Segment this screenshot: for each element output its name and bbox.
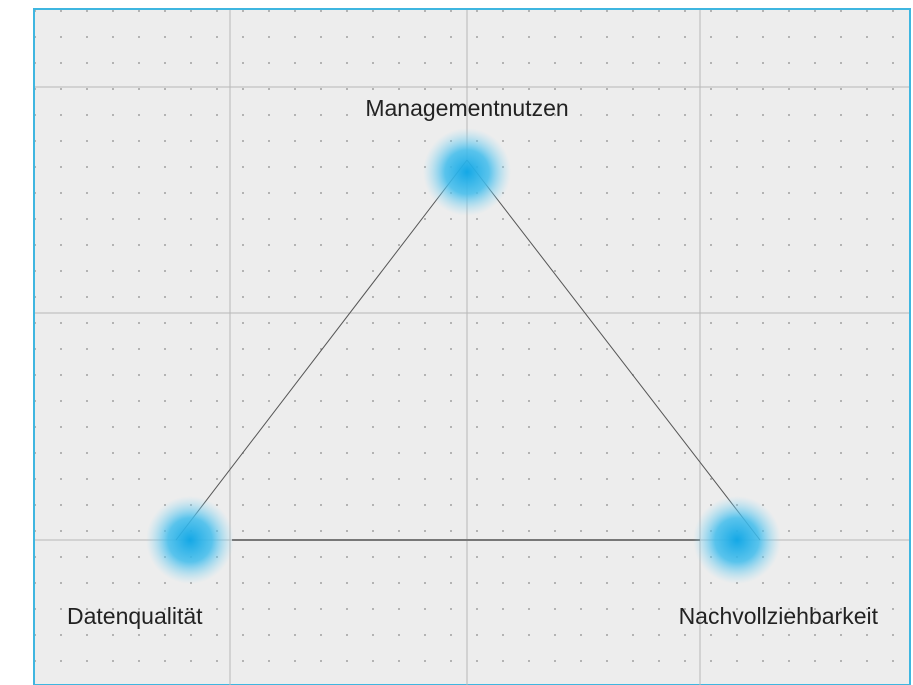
node-label: Datenqualität bbox=[67, 603, 203, 629]
node-glow bbox=[693, 496, 781, 584]
node-label: Managementnutzen bbox=[365, 95, 568, 121]
node-glow bbox=[423, 128, 511, 216]
node-label: Nachvollziehbarkeit bbox=[679, 603, 879, 629]
triangle-edges bbox=[175, 159, 761, 541]
node-glow bbox=[146, 496, 234, 584]
